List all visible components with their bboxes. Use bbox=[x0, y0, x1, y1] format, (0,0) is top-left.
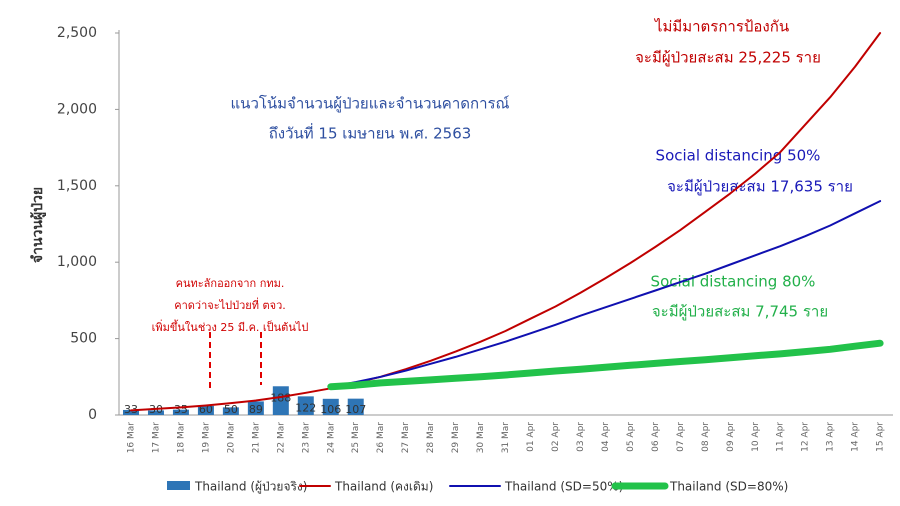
bar bbox=[197, 405, 214, 415]
legend-label: Thailand (SD=80%) bbox=[669, 480, 788, 494]
x-tick-label: 11 Apr bbox=[776, 422, 786, 452]
bar bbox=[297, 396, 314, 415]
bar bbox=[123, 409, 139, 415]
y-tick-label: 500 bbox=[70, 331, 97, 347]
x-tick-label: 10 Apr bbox=[751, 422, 761, 452]
bar bbox=[172, 409, 189, 415]
x-tick-label: 12 Apr bbox=[801, 422, 811, 452]
annotation: คาดว่าจะไปป่วยที่ ตจว. bbox=[174, 297, 286, 312]
x-tick-label: 25 Mar bbox=[351, 422, 361, 454]
bar bbox=[347, 398, 364, 415]
line bbox=[327, 339, 884, 391]
legend-label: Thailand (คงเดิม) bbox=[334, 480, 433, 494]
bar bbox=[322, 398, 339, 415]
x-tick-label: 14 Apr bbox=[851, 422, 861, 452]
bar-label: 107 bbox=[345, 403, 366, 416]
line bbox=[329, 200, 882, 388]
bar-label: 106 bbox=[320, 403, 341, 416]
x-tick-label: 08 Apr bbox=[701, 422, 711, 452]
x-tick-label: 20 Mar bbox=[226, 422, 236, 454]
bar-label: 89 bbox=[249, 403, 263, 416]
line bbox=[130, 32, 882, 412]
annotation: จะมีผู้ป่วยสะสม 17,635 ราย bbox=[667, 178, 853, 196]
annotation: Social distancing 80% bbox=[651, 273, 816, 291]
x-tick-label: 03 Apr bbox=[576, 422, 586, 452]
x-tick-label: 19 Mar bbox=[201, 422, 211, 454]
legend-label: Thailand (ผู้ป่วยจริง) bbox=[194, 480, 307, 495]
bar bbox=[147, 410, 164, 415]
x-tick-label: 29 Mar bbox=[451, 422, 461, 454]
y-tick-label: 1,000 bbox=[57, 254, 97, 270]
annotation: เพิ่มขึ้นในช่วง 25 มี.ค. เป็นต้นไป bbox=[152, 319, 309, 334]
annotation: คนทะลักออกจาก กทม. bbox=[176, 277, 285, 290]
x-tick-label: 17 Mar bbox=[151, 422, 161, 454]
x-tick-label: 06 Apr bbox=[651, 422, 661, 452]
annotation: ไม่มีมาตรการป้องกัน bbox=[654, 18, 789, 36]
x-tick-label: 22 Mar bbox=[276, 422, 286, 454]
bar bbox=[272, 386, 289, 415]
x-tick-label: 18 Mar bbox=[176, 422, 186, 454]
x-tick-label: 23 Mar bbox=[301, 422, 311, 454]
annotation: Social distancing 50% bbox=[656, 147, 821, 165]
bar-label: 122 bbox=[295, 401, 316, 414]
legend-label: Thailand (SD=50%) bbox=[504, 480, 623, 494]
y-tick-label: 1,500 bbox=[57, 178, 97, 194]
annotation: แนวโน้มจำนวนผู้ป่วยและจำนวนคาดการณ์ bbox=[231, 95, 510, 113]
bar bbox=[222, 407, 239, 415]
x-tick-label: 05 Apr bbox=[626, 422, 636, 452]
x-tick-label: 31 Mar bbox=[501, 422, 511, 454]
x-tick-label: 27 Mar bbox=[401, 422, 411, 454]
annotation: จะมีผู้ป่วยสะสม 7,745 ราย bbox=[652, 303, 828, 321]
legend-swatch bbox=[167, 481, 190, 490]
bar-label: 35 bbox=[174, 403, 188, 416]
annotation: จะมีผู้ป่วยสะสม 25,225 ราย bbox=[635, 49, 821, 67]
bar-label: 50 bbox=[224, 403, 238, 416]
x-tick-label: 07 Apr bbox=[676, 422, 686, 452]
x-tick-label: 26 Mar bbox=[376, 422, 386, 454]
x-tick-label: 28 Mar bbox=[426, 422, 436, 454]
x-tick-label: 02 Apr bbox=[551, 422, 561, 452]
y-axis-label: จำนวนผู้ป่วย bbox=[30, 187, 46, 263]
x-tick-label: 24 Mar bbox=[326, 422, 336, 454]
x-tick-label: 16 Mar bbox=[127, 422, 137, 454]
x-tick-label: 04 Apr bbox=[601, 422, 611, 452]
y-tick-label: 0 bbox=[88, 407, 97, 423]
x-tick-label: 13 Apr bbox=[826, 422, 836, 452]
y-tick-label: 2,500 bbox=[57, 25, 97, 41]
x-tick-label: 09 Apr bbox=[726, 422, 736, 452]
x-tick-label: 15 Apr bbox=[876, 422, 886, 452]
annotation: ถึงวันที่ 15 เมษายน พ.ศ. 2563 bbox=[269, 123, 472, 143]
x-tick-label: 30 Mar bbox=[476, 422, 486, 454]
x-tick-label: 01 Apr bbox=[526, 422, 536, 452]
x-tick-label: 21 Mar bbox=[251, 422, 261, 454]
bar bbox=[247, 401, 264, 415]
y-tick-label: 2,000 bbox=[57, 101, 97, 117]
